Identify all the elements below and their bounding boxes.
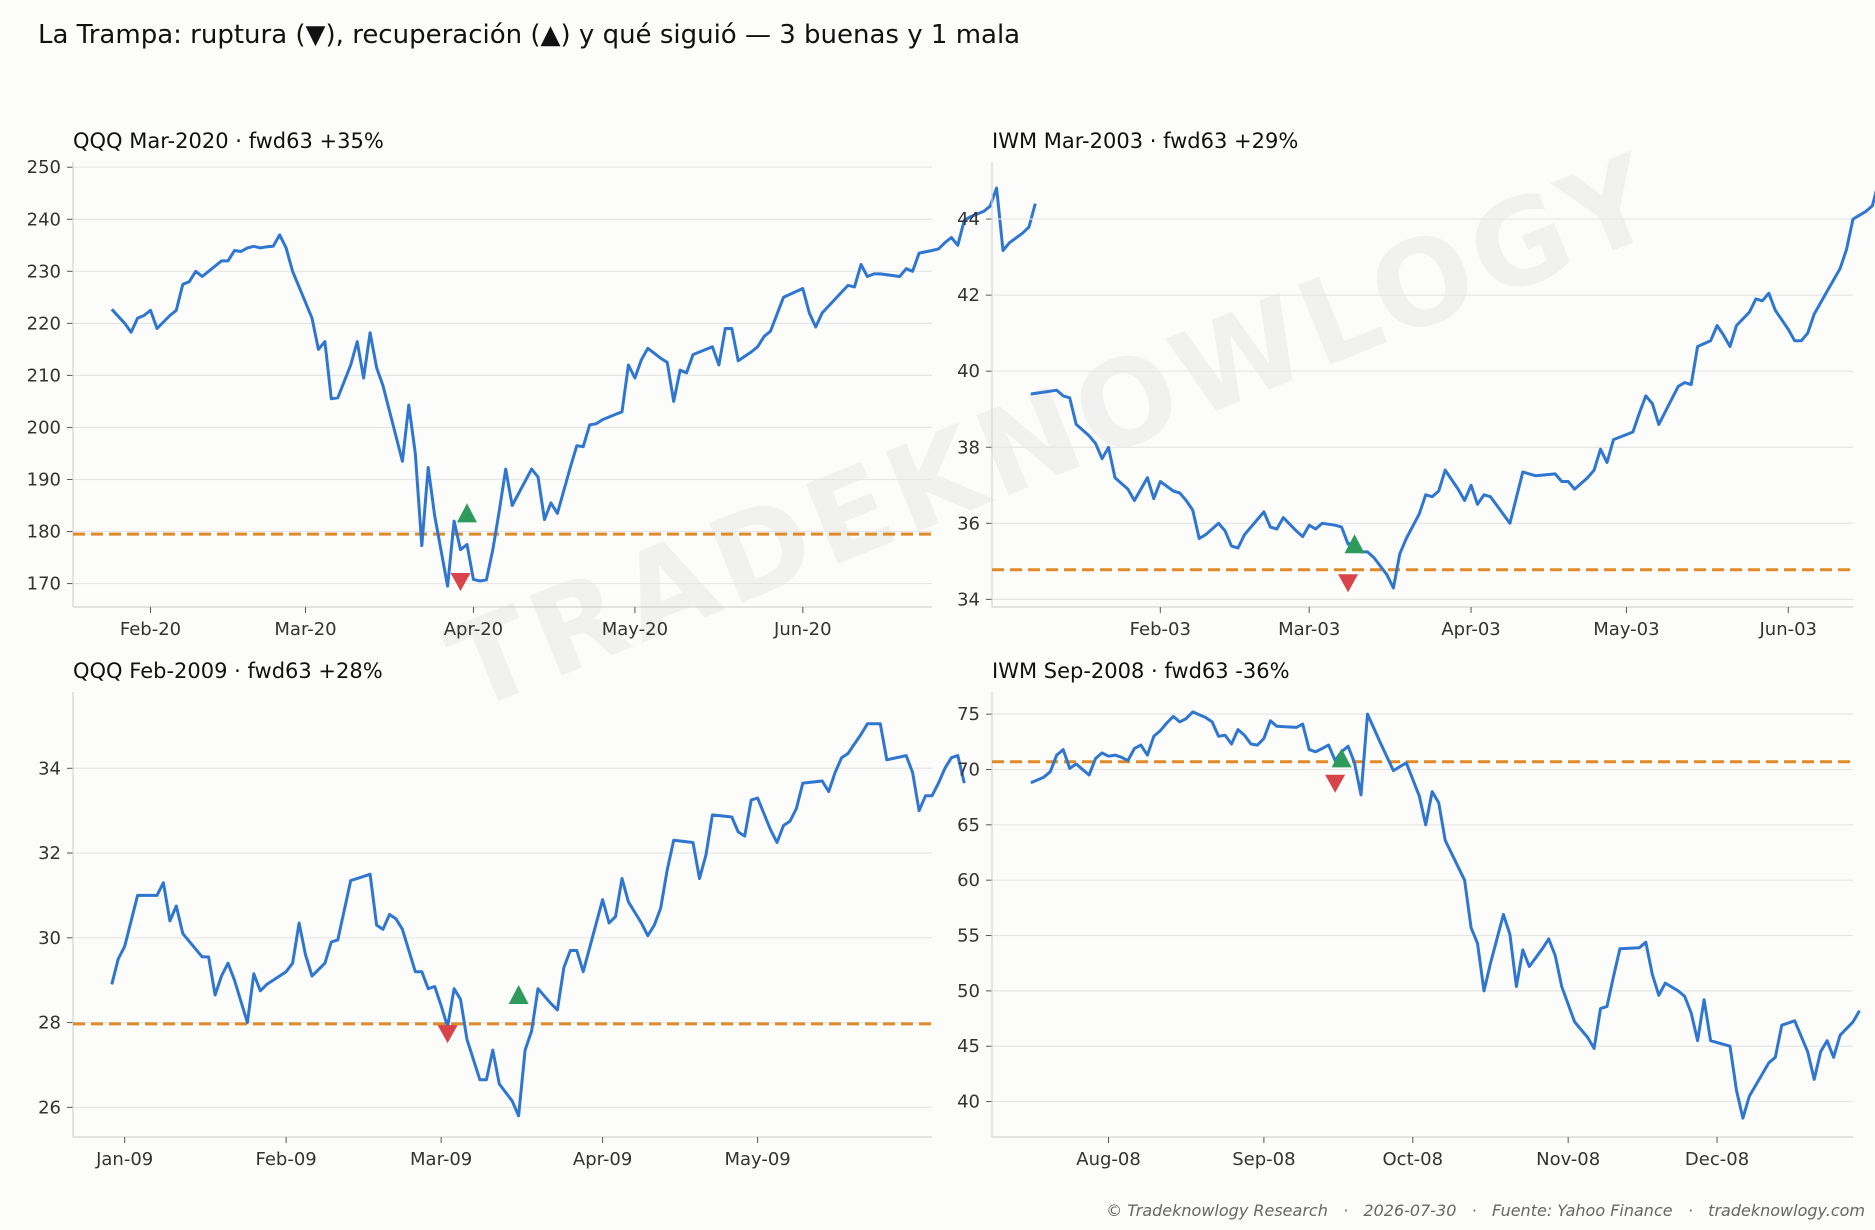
figure-title: La Trampa: ruptura (▼), recuperación (▲)… <box>38 20 1021 50</box>
panel-title: IWM Sep-2008 · fwd63 -36% <box>992 659 1290 683</box>
breakdown-marker <box>1325 774 1346 793</box>
chart-panel-2: 34 36 38 40 42 44 Feb-03 Mar-03 Apr-03 May-03 Jun-… <box>957 129 1875 640</box>
chart-panel-1: 170 180 190 200 210 220 230 240 250 Feb-20 Mar-20 A… <box>27 129 1037 640</box>
y-tick-label: 70 <box>957 759 980 780</box>
chart-panel-4: 40 45 50 55 60 65 70 75 Aug-08 Sep-08 Oct-08 Nov-08… <box>957 659 1861 1170</box>
y-tick-label: 190 <box>27 469 61 490</box>
x-tick-label: Oct-08 <box>1383 1149 1444 1170</box>
x-tick-label: Apr-09 <box>573 1149 632 1170</box>
recovery-marker <box>1331 748 1352 768</box>
x-tick-label: Jan-09 <box>95 1149 153 1170</box>
x-tick-label: Aug-08 <box>1076 1149 1141 1170</box>
y-tick-label: 220 <box>27 313 61 334</box>
recovery-marker <box>508 985 529 1005</box>
y-tick-label: 44 <box>957 209 980 230</box>
x-tick-label: Mar-03 <box>1278 619 1340 640</box>
y-tick-label: 32 <box>38 843 61 864</box>
y-tick-label: 240 <box>27 209 61 230</box>
recovery-marker <box>1344 534 1365 554</box>
x-tick-label: May-03 <box>1593 619 1659 640</box>
y-tick-label: 38 <box>957 437 980 458</box>
y-tick-label: 30 <box>38 928 61 949</box>
x-tick-label: Feb-20 <box>120 619 181 640</box>
breakdown-marker <box>437 1025 458 1044</box>
x-tick-label: Mar-09 <box>410 1149 472 1170</box>
y-tick-label: 45 <box>957 1036 980 1057</box>
price-line <box>1030 710 1861 1120</box>
x-tick-label: Apr-03 <box>1441 619 1500 640</box>
x-tick-label: Mar-20 <box>274 619 336 640</box>
panel-title: QQQ Mar-2020 · fwd63 +35% <box>73 129 384 153</box>
panel-title: QQQ Feb-2009 · fwd63 +28% <box>73 659 383 683</box>
y-tick-label: 65 <box>957 815 980 836</box>
panel-title: IWM Mar-2003 · fwd63 +29% <box>992 129 1298 153</box>
x-tick-label: Dec-08 <box>1685 1149 1749 1170</box>
price-line <box>110 722 966 1118</box>
x-tick-label: Feb-09 <box>255 1149 316 1170</box>
y-tick-label: 42 <box>957 285 980 306</box>
x-tick-label: May-20 <box>602 619 668 640</box>
y-tick-label: 210 <box>27 365 61 386</box>
y-tick-label: 36 <box>957 513 980 534</box>
y-tick-label: 60 <box>957 870 980 891</box>
y-tick-label: 75 <box>957 704 980 725</box>
y-tick-label: 34 <box>957 589 980 610</box>
y-tick-label: 230 <box>27 261 61 282</box>
y-tick-label: 34 <box>38 758 61 779</box>
y-tick-label: 50 <box>957 981 980 1002</box>
y-tick-label: 180 <box>27 522 61 543</box>
x-tick-label: Jun-20 <box>773 619 832 640</box>
footer-credits: © Tradeknowlogy Research · 2026-07-30 · … <box>1106 1201 1865 1220</box>
x-tick-label: May-09 <box>724 1149 790 1170</box>
x-tick-label: Feb-03 <box>1130 619 1191 640</box>
y-tick-label: 40 <box>957 1092 980 1113</box>
y-tick-label: 250 <box>27 157 61 178</box>
chart-panel-3: 26 28 30 32 34 Jan-09 Feb-09 Mar-09 Apr-09 May-09… <box>38 659 966 1170</box>
x-tick-label: Apr-20 <box>444 619 503 640</box>
y-tick-label: 170 <box>27 574 61 595</box>
recovery-marker <box>456 503 477 523</box>
x-tick-label: Jun-03 <box>1758 619 1817 640</box>
y-tick-label: 200 <box>27 417 61 438</box>
x-tick-label: Nov-08 <box>1536 1149 1600 1170</box>
y-tick-label: 28 <box>38 1013 61 1034</box>
y-tick-label: 55 <box>957 926 980 947</box>
y-tick-label: 26 <box>38 1097 61 1118</box>
breakdown-marker <box>1338 574 1359 593</box>
breakdown-marker <box>450 572 471 591</box>
x-tick-label: Sep-08 <box>1232 1149 1295 1170</box>
price-line <box>1030 189 1875 590</box>
price-line <box>110 186 1037 588</box>
y-tick-label: 40 <box>957 361 980 382</box>
